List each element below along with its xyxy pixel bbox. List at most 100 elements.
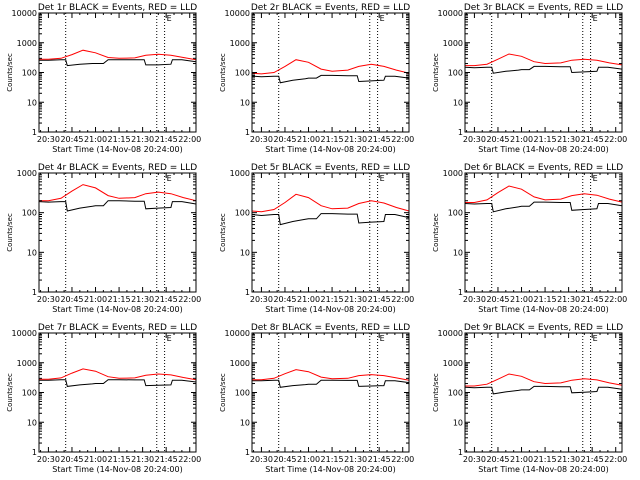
series-line-events [251,213,410,226]
series-line-lld [251,59,410,75]
x-tick-label: 21:45 [155,295,178,304]
detector-panel: Det 5r BLACK = Events, RED = LLD 1 10 100 10… [219,163,414,314]
series-line-events [251,74,410,84]
x-tick-label: 20:30 [463,135,486,144]
x-tick-label: 22:00 [604,455,627,464]
y-tick-label: 100 [448,389,463,398]
y-tick-label: 10 [240,418,250,427]
x-tick-label: 20:45 [60,135,83,144]
series-line-lld [465,185,623,203]
x-axis-label: Start Time (14-Nov-08 20:24:00) [265,305,395,314]
y-tick-label: 100 [235,209,250,218]
chart-title: Det 6r BLACK = Events, RED = LLD [464,163,623,173]
x-tick-label: 21:15 [108,135,131,144]
y-tick-label: 1 [32,448,37,457]
y-tick-label: 10000 [225,9,250,18]
y-tick-label: 1000 [230,39,250,48]
y-axis-label: Counts/sec [432,213,440,252]
x-tick-label: 20:45 [273,455,296,464]
x-tick-label: 21:45 [368,455,391,464]
x-tick-label: 21:00 [84,455,107,464]
plot-frame [464,172,623,293]
y-tick-label: 10 [27,248,37,257]
x-tick-label: 22:00 [391,455,414,464]
x-tick-label: 21:30 [557,455,580,464]
series-line-lld [465,373,623,387]
x-tick-label: 21:30 [557,135,580,144]
plot-frame [38,332,197,453]
y-tick-label: 1000 [17,359,37,368]
x-tick-label: 21:15 [534,295,557,304]
y-tick-label: 1 [32,128,37,137]
y-axis-label: Counts/sec [219,213,227,252]
x-tick-label: 21:15 [534,455,557,464]
x-tick-label: 21:30 [131,295,154,304]
x-tick-label: 20:45 [273,135,296,144]
y-tick-label: 10000 [438,9,463,18]
x-tick-label: 21:00 [510,455,533,464]
x-tick-label: 20:30 [463,455,486,464]
detector-panel: Det 6r BLACK = Events, RED = LLD 1 10 100 10… [432,163,627,314]
x-tick-label: 20:30 [37,455,60,464]
series-line-events [464,65,623,74]
y-tick-label: 100 [448,209,463,218]
annotation-label: E [167,14,172,23]
x-tick-label: 21:30 [344,295,367,304]
chart-title: Det 3r BLACK = Events, RED = LLD [464,3,623,13]
x-tick-label: 21:15 [321,135,344,144]
x-tick-label: 21:30 [131,455,154,464]
chart-title: Det 4r BLACK = Events, RED = LLD [38,163,197,173]
y-tick-label: 10000 [12,329,37,338]
chart-title: Det 9r BLACK = Events, RED = LLD [464,323,623,333]
y-tick-label: 10 [27,418,37,427]
y-axis-label: Counts/sec [6,213,14,252]
x-axis-label: Start Time (14-Nov-08 20:24:00) [265,145,395,154]
y-tick-label: 10 [27,98,37,107]
series-line-events [464,201,623,213]
x-tick-label: 20:45 [486,455,509,464]
x-tick-label: 21:45 [155,455,178,464]
y-axis-label: Counts/sec [6,53,14,92]
x-tick-label: 22:00 [604,135,627,144]
x-tick-label: 21:30 [131,135,154,144]
series-line-events [39,59,197,67]
x-tick-label: 20:30 [37,135,60,144]
x-tick-label: 21:30 [344,455,367,464]
x-axis-label: Start Time (14-Nov-08 20:24:00) [478,465,608,474]
detector-panel: Det 7r BLACK = Events, RED = LLD 1 10 100 10… [6,323,201,474]
x-tick-label: 21:45 [581,295,604,304]
x-tick-label: 22:00 [178,135,201,144]
x-tick-label: 21:45 [368,295,391,304]
chart-title: Det 2r BLACK = Events, RED = LLD [251,3,410,13]
series-line-lld [39,184,197,202]
annotation-label: E [593,334,598,343]
x-tick-label: 20:45 [60,295,83,304]
chart-title: Det 5r BLACK = Events, RED = LLD [251,163,410,173]
x-tick-label: 21:15 [108,455,131,464]
y-tick-label: 1 [32,288,37,297]
x-tick-label: 22:00 [178,455,201,464]
y-tick-label: 1 [245,448,250,457]
annotation-label: E [167,334,172,343]
series-line-lld [251,193,410,213]
x-tick-label: 22:00 [178,295,201,304]
y-tick-label: 1000 [443,169,463,178]
series-line-lld [39,368,197,381]
y-tick-label: 10 [453,248,463,257]
y-axis-label: Counts/sec [432,53,440,92]
x-axis-label: Start Time (14-Nov-08 20:24:00) [52,145,182,154]
x-tick-label: 21:15 [321,295,344,304]
detector-panel: Det 9r BLACK = Events, RED = LLD 1 10 100 10… [432,323,627,474]
x-tick-label: 22:00 [391,135,414,144]
x-axis-label: Start Time (14-Nov-08 20:24:00) [265,465,395,474]
y-tick-label: 100 [22,69,37,78]
series-line-events [38,200,197,212]
y-tick-label: 100 [235,69,250,78]
x-tick-label: 20:30 [463,295,486,304]
annotation-label: E [593,174,598,183]
x-tick-label: 20:30 [37,295,60,304]
x-tick-label: 22:00 [391,295,414,304]
x-tick-label: 21:00 [84,295,107,304]
series-line-lld [465,53,623,67]
y-tick-label: 1 [458,288,463,297]
